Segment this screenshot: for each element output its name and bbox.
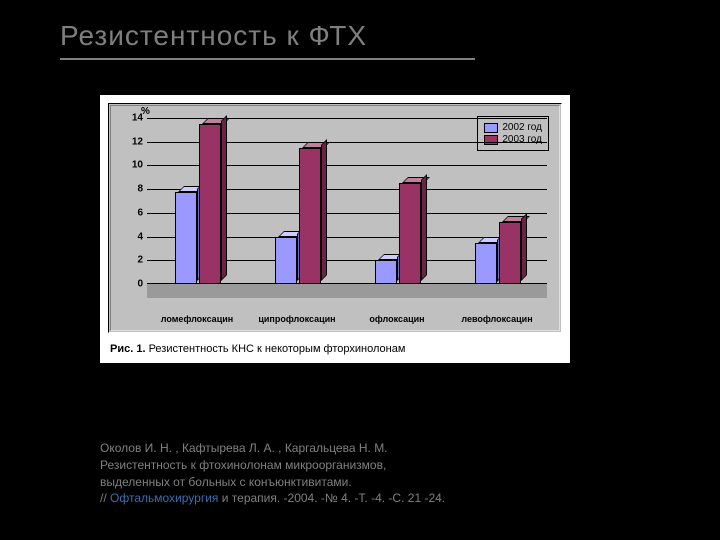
citation-suffix: и терапия. -2004. -№ 4. -Т. -4. -С. 21 -… (218, 491, 445, 505)
caption-text: Резистентность КНС к некоторым фторхинол… (149, 343, 406, 355)
citation-line1: Резистентность к фтохинолонам микроорган… (100, 458, 386, 472)
bar (499, 216, 527, 284)
y-tick-label: 8 (125, 184, 143, 195)
y-tick-label: 12 (125, 136, 143, 147)
x-tick-label: офлоксацин (369, 314, 424, 324)
citation-authors: Околов И. Н. , Кафтырева Л. А. , Каргаль… (100, 441, 388, 455)
citation-prefix: // (100, 491, 110, 505)
figure-caption: Рис. 1. Резистентность КНС к некоторым ф… (108, 341, 562, 359)
citation-journal: Офтальмохирургия (110, 491, 218, 505)
title-block: Резистентность к ФТХ (60, 20, 660, 60)
bar (399, 177, 427, 284)
bar (299, 142, 327, 284)
bar (199, 118, 227, 284)
y-tick-label: 2 (125, 255, 143, 266)
slide: Резистентность к ФТХ 2002 год 2003 год %… (0, 0, 720, 540)
chart-inner: 2002 год 2003 год % 02468101214ломефлокс… (110, 105, 560, 331)
x-tick-label: левофлоксацин (461, 314, 532, 324)
x-tick-label: ломефлоксацин (161, 314, 233, 324)
y-tick-label: 14 (125, 113, 143, 124)
y-tick-label: 4 (125, 231, 143, 242)
caption-prefix: Рис. 1. (110, 343, 146, 355)
y-tick-label: 0 (125, 279, 143, 290)
y-tick-label: 6 (125, 207, 143, 218)
citation: Околов И. Н. , Кафтырева Л. А. , Каргаль… (100, 440, 445, 507)
citation-line2: выделенных от больных с конъюнктивитами. (100, 475, 352, 489)
y-tick-label: 10 (125, 160, 143, 171)
plot-area: 02468101214ломефлоксацинципрофлоксациноф… (147, 118, 547, 298)
figure-box: 2002 год 2003 год % 02468101214ломефлокс… (100, 95, 570, 363)
title-underline (60, 58, 475, 60)
page-title: Резистентность к ФТХ (60, 20, 660, 52)
x-tick-label: ципрофлоксацин (258, 314, 335, 324)
chart-floor (147, 283, 547, 298)
chart-frame: 2002 год 2003 год % 02468101214ломефлокс… (108, 103, 562, 333)
